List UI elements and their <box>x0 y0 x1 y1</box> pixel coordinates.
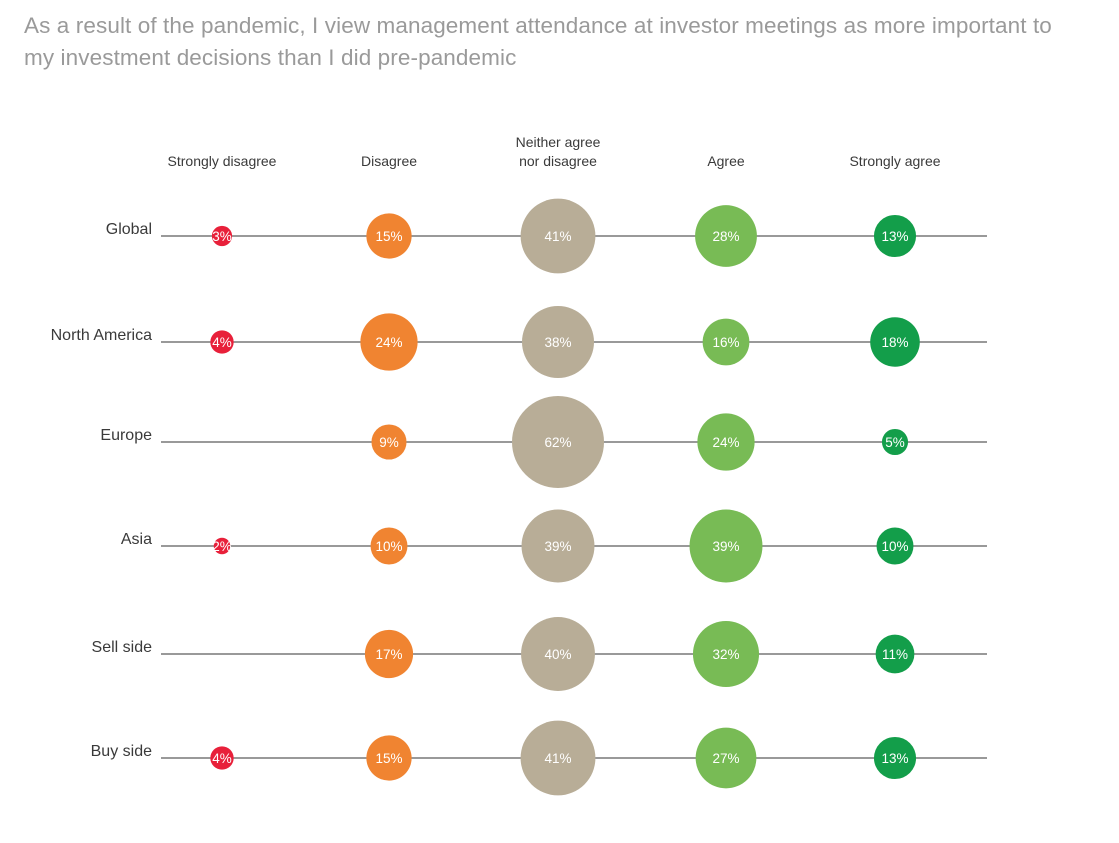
column-header: Strongly disagree <box>168 153 277 169</box>
bubble <box>520 198 596 274</box>
bubble <box>695 205 757 267</box>
bubble-value-label: 18% <box>881 335 908 350</box>
bubble-value-label: 39% <box>544 539 571 554</box>
bubble <box>360 313 418 371</box>
bubble <box>521 305 595 379</box>
bubble <box>697 413 755 471</box>
bubble-value-label: 17% <box>375 647 402 662</box>
bubble-value-label: 3% <box>212 229 232 244</box>
bubble-value-label: 40% <box>544 647 571 662</box>
bubble <box>366 735 412 781</box>
bubble-value-label: 39% <box>712 539 739 554</box>
bubble <box>520 720 596 796</box>
bubble-value-label: 27% <box>712 751 739 766</box>
bubble <box>689 509 763 583</box>
bubble <box>210 746 234 770</box>
bubble-value-label: 13% <box>881 229 908 244</box>
bubble-value-label: 41% <box>544 229 571 244</box>
column-header: Agree <box>707 153 745 169</box>
row-label: Sell side <box>92 639 153 656</box>
bubble-value-label: 2% <box>212 539 232 554</box>
bubble <box>876 527 914 565</box>
bubble <box>364 629 414 679</box>
bubble-value-label: 38% <box>544 335 571 350</box>
bubble-value-label: 9% <box>379 435 399 450</box>
bubble-value-label: 62% <box>544 435 571 450</box>
bubble <box>366 213 412 259</box>
bubble <box>213 537 231 555</box>
column-header: nor disagree <box>519 153 597 169</box>
bubble-value-label: 13% <box>881 751 908 766</box>
bubble <box>702 318 750 366</box>
bubble-value-label: 15% <box>375 229 402 244</box>
bubble-value-label: 10% <box>881 539 908 554</box>
bubble <box>870 317 920 367</box>
bubble-value-label: 4% <box>212 751 232 766</box>
column-header: Strongly agree <box>849 153 940 169</box>
bubble <box>881 428 909 456</box>
bubble <box>512 396 604 488</box>
bubble-value-label: 28% <box>712 229 739 244</box>
bubble <box>371 424 407 460</box>
column-header: Neither agree <box>516 134 601 150</box>
bubble-value-label: 24% <box>712 435 739 450</box>
bubble <box>692 620 760 688</box>
bubble <box>370 527 408 565</box>
bubble-value-label: 16% <box>712 335 739 350</box>
bubble-value-label: 10% <box>375 539 402 554</box>
bubble <box>695 727 757 789</box>
bubble <box>211 225 233 247</box>
bubble <box>210 330 234 354</box>
row-label: Asia <box>121 531 152 548</box>
row-label: Europe <box>100 427 152 444</box>
bubble-value-label: 24% <box>375 335 402 350</box>
bubble <box>521 509 595 583</box>
bubble-value-label: 32% <box>712 647 739 662</box>
bubble-value-label: 11% <box>882 647 908 662</box>
column-header: Disagree <box>361 153 417 169</box>
row-label: Global <box>106 221 152 238</box>
row-label: North America <box>51 327 152 344</box>
bubble-value-label: 41% <box>544 751 571 766</box>
bubble-value-label: 5% <box>885 435 905 450</box>
bubble <box>521 617 595 691</box>
chart-title: As a result of the pandemic, I view mana… <box>24 13 1052 70</box>
bubble <box>875 634 915 674</box>
bubble-value-label: 4% <box>212 335 232 350</box>
row-label: Buy side <box>91 743 152 760</box>
bubble <box>873 736 917 780</box>
bubble-value-label: 15% <box>375 751 402 766</box>
bubble <box>873 214 917 258</box>
